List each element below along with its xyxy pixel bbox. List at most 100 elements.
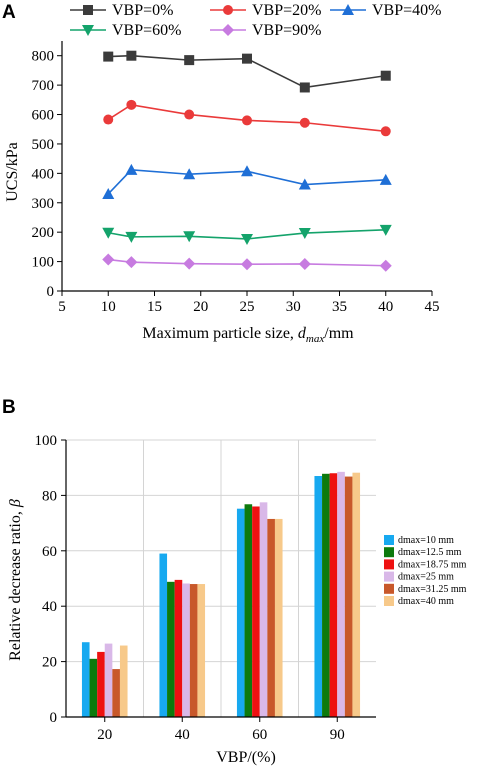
series-1 <box>103 99 391 137</box>
bar <box>252 506 260 717</box>
legend-label: VBP=60% <box>112 22 181 39</box>
legend-item: VBP=20% <box>210 2 321 19</box>
legend-swatch <box>384 583 394 594</box>
x-tick-label: 60 <box>252 727 267 743</box>
bar <box>244 504 253 717</box>
legend-swatch <box>384 547 394 558</box>
data-point <box>241 165 253 177</box>
legend-label: VBP=0% <box>112 2 173 19</box>
legend-item: dmax=10 mm <box>384 535 454 546</box>
bar <box>167 581 175 717</box>
bar <box>236 508 245 717</box>
x-tick-label: 10 <box>101 299 116 315</box>
bar <box>274 518 283 717</box>
bar <box>314 476 323 717</box>
x-tick-label: 40 <box>175 727 190 743</box>
bar <box>182 583 190 717</box>
y-tick-label: 300 <box>32 196 55 212</box>
data-point <box>298 228 311 240</box>
data-point <box>299 117 310 128</box>
bar <box>112 669 120 717</box>
data-point <box>102 253 115 266</box>
bar <box>189 584 198 717</box>
legend-marker <box>83 5 93 15</box>
series-line <box>108 229 386 240</box>
panel-b: B 0 20 40 60 80 100 20 40 60 90 dmax=10 mmdmax=12… <box>2 397 467 766</box>
panel-b-y-axis-label: Relative decrease ratio, β <box>7 499 24 661</box>
legend-label: dmax=25 mm <box>398 572 454 583</box>
data-point <box>103 114 114 125</box>
legend-label: VBP=90% <box>252 22 321 39</box>
x-tick-label: 40 <box>378 299 393 315</box>
legend-swatch <box>384 571 394 582</box>
data-point <box>380 70 391 81</box>
series-2 <box>102 163 392 199</box>
panel-b-bars <box>81 471 361 717</box>
bar <box>267 518 275 717</box>
legend-label: dmax=31.25 mm <box>398 584 467 595</box>
x-label-sub: max <box>306 333 324 345</box>
data-point <box>241 258 253 271</box>
y-tick-label: 40 <box>42 599 57 615</box>
data-point <box>298 178 311 190</box>
data-point <box>125 231 138 243</box>
data-point <box>126 99 137 110</box>
legend-label: dmax=40 mm <box>398 596 454 607</box>
bar <box>159 553 168 717</box>
x-label-suffix: /mm <box>324 325 354 342</box>
legend-item: dmax=12.5 mm <box>384 547 462 558</box>
data-point <box>298 257 311 270</box>
legend-item: dmax=25 mm <box>384 571 454 583</box>
legend-item: dmax=40 mm <box>384 596 454 607</box>
data-point <box>241 233 253 245</box>
data-point <box>380 126 391 137</box>
data-point <box>379 259 392 272</box>
x-label-var: d <box>298 325 307 342</box>
legend-label: VBP=40% <box>372 2 441 19</box>
x-tick-label: 30 <box>286 299 301 315</box>
legend-item: dmax=31.25 mm <box>384 583 467 595</box>
bar <box>81 642 90 717</box>
data-point <box>379 224 392 236</box>
panel-a-legend: VBP=0% VBP=20% VBP=40% VBP=60% VBP=90% <box>70 2 441 39</box>
data-point <box>125 256 138 269</box>
y-tick-label: 700 <box>32 78 55 94</box>
data-point <box>103 51 114 62</box>
series-0 <box>103 50 391 93</box>
panel-a-letter: A <box>2 2 16 23</box>
x-tick-label: 25 <box>240 299 255 315</box>
y-tick-label: 100 <box>32 255 55 271</box>
data-point <box>125 163 138 175</box>
bar <box>104 643 113 717</box>
x-tick-label: 35 <box>332 299 347 315</box>
series-3 <box>102 224 392 245</box>
panel-b-x-axis-label: VBP/(%) <box>216 749 276 766</box>
bar <box>329 473 338 717</box>
bar <box>97 651 105 717</box>
legend-item: VBP=0% <box>70 2 173 19</box>
bar <box>259 502 268 717</box>
bar <box>344 476 353 717</box>
x-tick-label: 90 <box>330 727 345 743</box>
y-tick-label: 60 <box>42 544 57 560</box>
legend-marker <box>222 24 234 36</box>
x-tick-label: 15 <box>147 299 162 315</box>
y-tick-label: 600 <box>32 108 55 124</box>
legend-item: VBP=90% <box>210 22 321 39</box>
x-tick-label: 5 <box>58 299 66 315</box>
x-tick-label: 20 <box>97 727 112 743</box>
legend-marker <box>82 25 94 36</box>
y-tick-label: 400 <box>32 166 55 182</box>
bar <box>352 472 361 717</box>
bar <box>322 473 330 717</box>
panel-a: A VBP=0% VBP=20% VBP=40% VBP=60% VBP=90% 5 10… <box>2 2 441 345</box>
panel-a-y-axis-label: UCS/kPa <box>4 142 21 202</box>
x-tick-label: 45 <box>425 299 440 315</box>
data-point <box>379 173 392 185</box>
legend-label: dmax=12.5 mm <box>398 547 462 558</box>
data-point <box>242 115 252 126</box>
y-tick-label: 500 <box>32 137 55 153</box>
panel-a-series <box>102 50 392 272</box>
